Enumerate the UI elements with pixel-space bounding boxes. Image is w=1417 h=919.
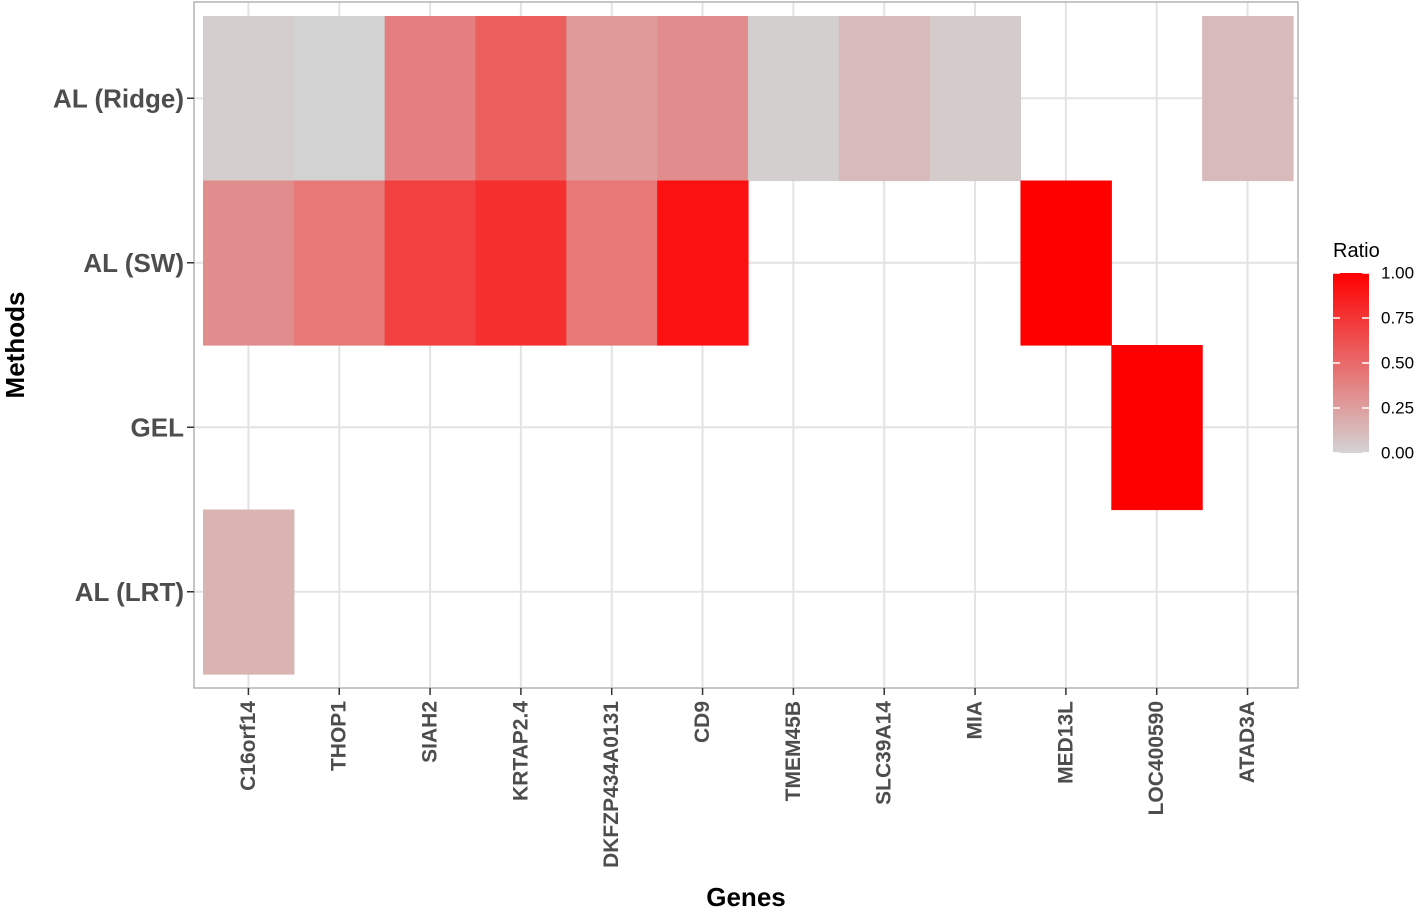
- heatmap-cell: [475, 180, 567, 346]
- x-tick-label: LOC400590: [1145, 701, 1168, 815]
- heatmap-cell: [566, 16, 658, 182]
- x-tick-label: KRTAP2.4: [509, 701, 532, 801]
- heatmap-cell: [293, 180, 386, 346]
- legend-tick-label: 0.00: [1381, 444, 1414, 463]
- heatmap-cell: [566, 180, 658, 346]
- x-axis-title: Genes: [706, 882, 786, 912]
- heatmap-cell: [203, 16, 295, 182]
- heatmap-cell: [747, 16, 840, 182]
- heatmap-cell: [929, 16, 1022, 182]
- legend-title: Ratio: [1333, 240, 1380, 262]
- heatmap-cell: [657, 16, 749, 182]
- heatmap-cell: [1020, 180, 1112, 346]
- y-tick-label: GEL: [131, 412, 185, 442]
- y-axis-title: Methods: [0, 292, 30, 399]
- x-tick-label: SIAH2: [419, 701, 442, 763]
- plot-panel-border: [193, 1, 1299, 689]
- heatmap-cell: [838, 16, 931, 182]
- heatmap-cell: [1111, 345, 1203, 511]
- x-tick-label: MED13L: [1054, 701, 1077, 784]
- legend: Ratio 1.00 0.75 0.50 0.25 0.00: [1333, 240, 1414, 463]
- x-tick-label: ATAD3A: [1236, 701, 1259, 783]
- x-tick-label: DKFZP434A0131: [600, 701, 623, 868]
- legend-ticks: 1.00 0.75 0.50 0.25 0.00: [1333, 264, 1414, 463]
- y-tick-label: AL (LRT): [75, 577, 184, 607]
- x-tick-label: C16orf14: [237, 701, 260, 791]
- y-tick-label: AL (SW): [83, 248, 184, 278]
- heatmap-cell: [293, 16, 386, 182]
- heatmap-cell: [657, 180, 749, 346]
- heatmap-cell: [384, 16, 477, 182]
- x-axis: C16orf14 THOP1 SIAH2 KRTAP2.4 DKFZP434A0131 C…: [237, 688, 1259, 868]
- heatmap-tiles: [203, 16, 1294, 675]
- y-axis: AL (Ridge) AL (SW) GEL AL (LRT): [53, 83, 194, 607]
- x-tick-label: SLC39A14: [873, 701, 896, 805]
- legend-tick-label: 0.75: [1381, 309, 1414, 328]
- legend-tick-label: 0.50: [1381, 354, 1414, 373]
- x-tick-label: CD9: [691, 701, 714, 743]
- x-tick-label: TMEM45B: [782, 701, 805, 801]
- legend-tick-label: 0.25: [1381, 399, 1414, 418]
- legend-tick-label: 1.00: [1381, 264, 1414, 283]
- y-tick-label: AL (Ridge): [53, 83, 184, 113]
- x-tick-label: THOP1: [328, 701, 351, 771]
- x-tick-label: MIA: [964, 701, 987, 740]
- heatmap-cell: [384, 180, 477, 346]
- heatmap-cell: [203, 180, 295, 346]
- heatmap-cell: [203, 509, 295, 675]
- heatmap-cell: [475, 16, 567, 182]
- heatmap-cell: [1202, 16, 1294, 182]
